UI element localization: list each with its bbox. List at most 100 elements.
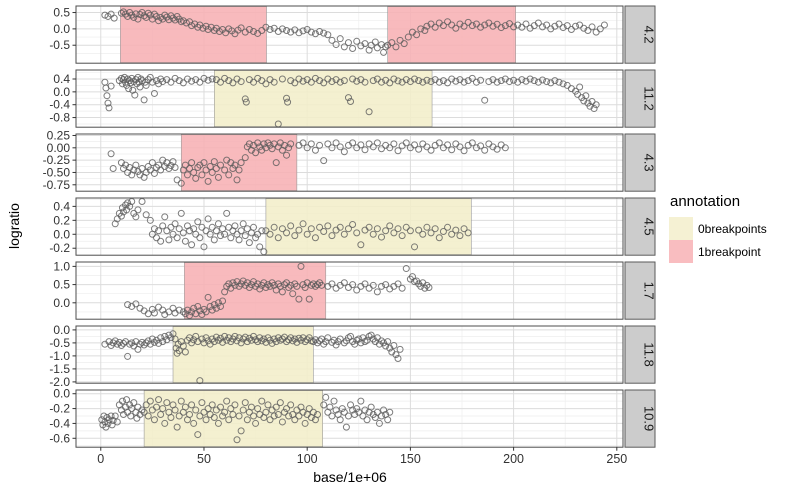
y-tick-label: -0.5 bbox=[49, 336, 70, 350]
data-point bbox=[131, 91, 139, 99]
data-point bbox=[188, 159, 196, 167]
data-point bbox=[377, 233, 385, 241]
data-point bbox=[468, 139, 476, 147]
x-axis-title: base/1e+06 bbox=[313, 469, 387, 485]
y-tick-label: 0.0 bbox=[53, 323, 70, 337]
data-point bbox=[349, 281, 357, 289]
scatter-points bbox=[111, 197, 472, 256]
data-point bbox=[245, 334, 253, 342]
data-point bbox=[448, 230, 456, 238]
data-point bbox=[276, 399, 284, 407]
data-point bbox=[221, 74, 229, 82]
data-point bbox=[369, 77, 377, 85]
y-tick-label: 0.0 bbox=[53, 22, 70, 36]
data-point bbox=[439, 22, 447, 30]
data-point bbox=[190, 419, 198, 427]
data-point bbox=[448, 146, 456, 154]
data-point bbox=[250, 78, 258, 86]
data-point bbox=[421, 27, 429, 35]
panel-border bbox=[75, 389, 624, 448]
data-point bbox=[538, 23, 546, 31]
data-point bbox=[481, 146, 489, 154]
data-point bbox=[150, 309, 158, 317]
data-point bbox=[328, 412, 336, 420]
data-point bbox=[130, 342, 138, 350]
data-point bbox=[357, 141, 365, 149]
panel-border bbox=[75, 69, 624, 128]
data-point bbox=[444, 141, 452, 149]
data-point bbox=[365, 108, 373, 116]
data-point bbox=[336, 335, 344, 343]
data-point bbox=[179, 79, 187, 87]
data-point bbox=[132, 161, 140, 169]
data-point bbox=[390, 140, 398, 148]
data-point bbox=[190, 336, 198, 344]
data-point bbox=[510, 23, 518, 31]
data-point bbox=[355, 335, 363, 343]
data-point bbox=[299, 220, 307, 228]
data-point bbox=[336, 78, 344, 86]
data-point bbox=[402, 265, 410, 273]
y-tick-label: 0.0 bbox=[53, 296, 70, 310]
data-point bbox=[186, 312, 194, 320]
data-point bbox=[110, 14, 118, 22]
y-tick-label: -0.5 bbox=[49, 38, 70, 52]
data-point bbox=[153, 403, 161, 411]
data-point bbox=[130, 209, 138, 217]
facet-strip: 4.2 bbox=[624, 5, 657, 64]
data-point bbox=[123, 396, 131, 404]
data-point bbox=[332, 41, 340, 49]
data-point bbox=[258, 397, 266, 405]
data-point bbox=[153, 12, 161, 20]
data-point bbox=[148, 305, 156, 313]
facet-strip-box bbox=[624, 197, 656, 256]
data-point bbox=[272, 159, 280, 167]
data-point bbox=[460, 147, 468, 155]
x-tick-label: 100 bbox=[297, 452, 318, 466]
data-point bbox=[547, 79, 555, 87]
data-point bbox=[270, 223, 278, 231]
data-point bbox=[227, 405, 235, 413]
data-point bbox=[153, 234, 161, 242]
data-point bbox=[377, 145, 385, 153]
data-point bbox=[328, 36, 336, 44]
data-point bbox=[225, 171, 233, 179]
x-tick-label: 150 bbox=[400, 452, 421, 466]
x-tick-label: 50 bbox=[197, 452, 211, 466]
data-point bbox=[250, 412, 258, 420]
data-point bbox=[293, 282, 301, 290]
data-point bbox=[287, 222, 295, 230]
data-point bbox=[283, 151, 291, 159]
data-point bbox=[530, 77, 538, 85]
data-point bbox=[307, 78, 315, 86]
data-point bbox=[427, 78, 435, 86]
data-point bbox=[241, 232, 249, 240]
facet-strip-label: 4.3 bbox=[642, 154, 657, 172]
data-point bbox=[340, 408, 348, 416]
y-tick-label: 0.4 bbox=[53, 199, 70, 213]
data-point bbox=[117, 342, 125, 349]
facet-panel-10.9: 0.0-0.2-0.4-0.6 10.9 bbox=[49, 387, 657, 448]
data-point bbox=[150, 169, 158, 177]
data-point bbox=[266, 26, 274, 34]
data-point bbox=[326, 403, 334, 411]
data-point bbox=[388, 39, 396, 47]
data-point bbox=[338, 405, 346, 413]
y-tick-label: -0.8 bbox=[49, 111, 70, 125]
data-point bbox=[402, 223, 410, 231]
data-point bbox=[192, 230, 200, 238]
data-point bbox=[444, 223, 452, 231]
panel-border bbox=[75, 197, 624, 256]
data-point bbox=[136, 83, 144, 91]
data-point bbox=[396, 345, 404, 353]
data-point bbox=[328, 280, 336, 288]
data-point bbox=[266, 282, 274, 290]
data-point bbox=[167, 78, 175, 86]
data-point bbox=[173, 176, 181, 184]
data-point bbox=[108, 421, 116, 429]
data-point bbox=[314, 411, 322, 419]
data-point bbox=[103, 92, 111, 100]
y-axis-ticks: 0.40.0-0.4-0.8 bbox=[49, 72, 76, 125]
data-point bbox=[311, 30, 319, 38]
data-point bbox=[235, 166, 243, 174]
